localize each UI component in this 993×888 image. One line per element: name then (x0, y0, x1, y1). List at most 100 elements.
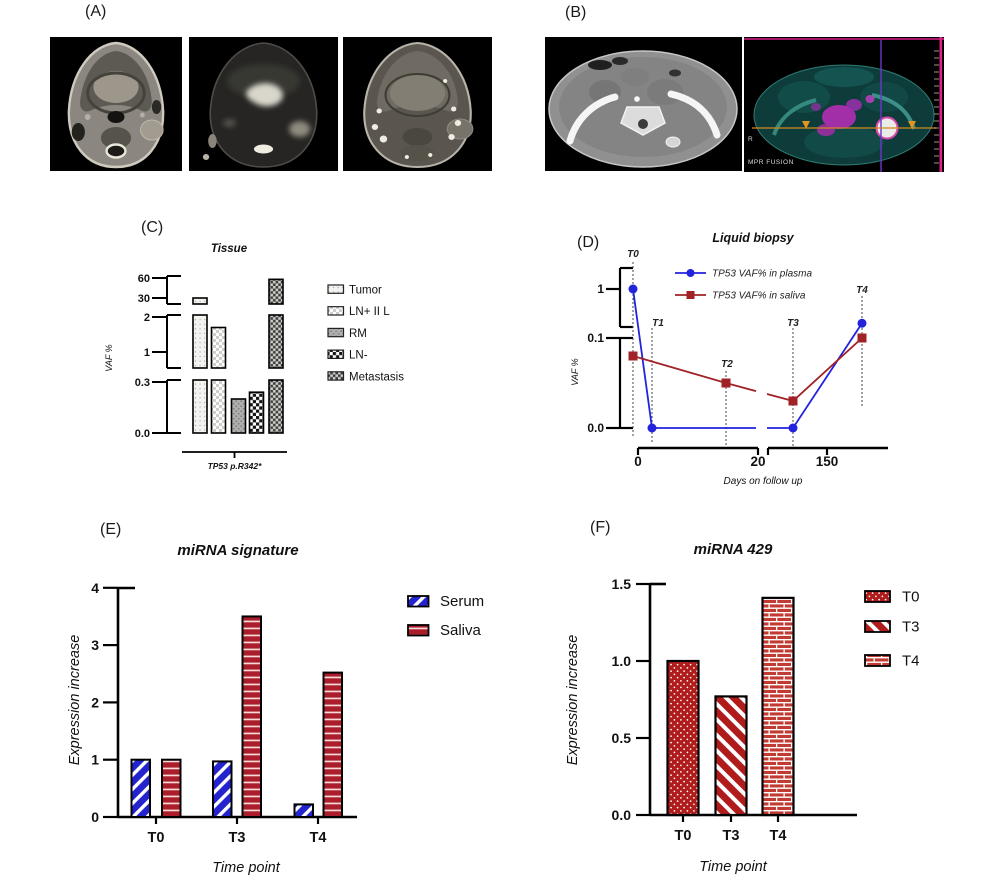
bar-RM (230, 398, 247, 434)
bar-T4 (761, 596, 795, 817)
y-tick-label: 0.0 (135, 428, 150, 440)
mri-t2-image (50, 37, 182, 171)
legend-label-Tumor: Tumor (349, 285, 382, 297)
legend-swatch-Serum (407, 595, 430, 608)
chart-tissue: Tissue VAF % 0.0 0.3 1 2 30 60 TP53 p.R342* Tumor… (104, 243, 404, 471)
timepoint-label-T1: T1 (652, 318, 664, 329)
mri-contrast-image (343, 37, 492, 171)
panel-f-label: (F) (590, 519, 611, 536)
x-tick-T0: T0 (675, 828, 692, 844)
mri-diffusion-image (189, 37, 338, 171)
liquid-biopsy-xlabel: Days on follow up (724, 476, 803, 487)
timepoint-label-T4: T4 (856, 285, 868, 296)
tongue (93, 71, 139, 103)
bar-T0 (666, 659, 700, 817)
legend-swatch-LN- (327, 349, 345, 360)
panel-a-label: (A) (85, 3, 107, 20)
y-tick-label: 3 (91, 637, 99, 653)
liquid-biopsy-title: Liquid biopsy (712, 231, 794, 245)
y-tick-label: 1.0 (612, 653, 632, 669)
mirna-429-title: miRNA 429 (694, 541, 773, 558)
legend-label-LN+ II L: LN+ II L (349, 306, 390, 318)
bowel-gas (588, 60, 612, 70)
marker-arrow-left (802, 121, 810, 129)
bright-lesion (246, 83, 283, 107)
timepoint-label-T2: T2 (721, 359, 733, 370)
marker-T0 (628, 351, 638, 361)
legend-label-Serum: Serum (440, 593, 484, 610)
mirna-signature-ylabel: Expression increase (67, 635, 83, 766)
x-tick-0: 0 (634, 454, 642, 469)
y-tick-label: 0.0 (587, 421, 604, 435)
vertebra (100, 127, 132, 149)
chart-liquid-biopsy: Liquid biopsy VAF % Days on follow up 1 0.1 0… (570, 231, 888, 487)
pet-fusion-image: R MPR FUSION (744, 37, 944, 172)
bar-Serum-T3 (212, 760, 233, 819)
bar-Metastasis (268, 314, 284, 369)
bar-Tumor (192, 379, 208, 434)
legend-swatch-RM (327, 327, 345, 338)
calcification (634, 96, 640, 102)
y-tick-label: 2 (144, 312, 150, 324)
liquid-biopsy-ylabel: VAF % (570, 358, 580, 385)
y-tick-label: 1 (144, 347, 150, 359)
bar-Saliva-T0 (161, 758, 182, 819)
y-tick-label: 0.0 (612, 807, 632, 823)
x-tick-20: 20 (750, 454, 765, 469)
iliac-wing-left (566, 93, 619, 145)
bar-Serum-T4 (293, 803, 314, 818)
series-line-circle (632, 288, 863, 429)
bar-LN+ II L (210, 326, 227, 369)
marker-T4 (857, 318, 867, 328)
panel-e-label: (E) (100, 521, 122, 538)
marker-T0 (628, 284, 638, 294)
marker-T1 (647, 423, 657, 433)
airway (107, 111, 125, 123)
spinal-canal (105, 143, 127, 159)
bar-Saliva-T3 (241, 615, 262, 819)
legend-swatch-T0 (864, 590, 891, 603)
y-tick-label: 30 (138, 293, 150, 305)
x-tick-T4: T4 (770, 828, 787, 844)
spinal-canal (638, 119, 648, 129)
legend-label-LN-: LN- (349, 350, 368, 362)
mirna-signature-title: miRNA signature (177, 542, 298, 559)
bar-T3 (714, 695, 748, 817)
legend-swatch-T4 (864, 654, 891, 667)
marker-T3 (788, 423, 798, 433)
node (446, 118, 474, 140)
x-tick-T0: T0 (148, 830, 165, 846)
timepoint-label-T3: T3 (787, 318, 799, 329)
x-tick-150: 150 (816, 454, 839, 469)
y-tick-label: 4 (91, 580, 99, 596)
legend-swatch-LN+ II L (327, 306, 345, 316)
bar-LN+ II L (210, 379, 227, 434)
legend-label-Saliva: Saliva (440, 622, 482, 639)
legend-label-0: TP53 VAF% in plasma (712, 269, 812, 280)
tissue-xlabel: TP53 p.R342* (208, 461, 263, 471)
timepoint-label-T0: T0 (627, 249, 639, 260)
enhancing-mass (389, 75, 446, 111)
legend-label-T4: T4 (902, 653, 920, 670)
tissue-ylabel: VAF % (104, 344, 114, 371)
y-tick-label: 60 (138, 273, 150, 285)
bar-Tumor (192, 297, 208, 305)
marker-T3 (788, 396, 798, 406)
bone-fragment (665, 136, 681, 148)
legend-swatch-Metastasis (327, 371, 345, 381)
panel-b-label: (B) (565, 4, 587, 21)
orientation-label: R (748, 136, 753, 143)
scale-bar (939, 37, 943, 172)
panel-c-label: (C) (141, 219, 164, 236)
legend-marker (686, 269, 695, 277)
bar-Metastasis (268, 278, 284, 305)
y-tick-label: 1 (91, 752, 99, 768)
series-line-square (632, 337, 863, 402)
legend-label-Metastasis: Metastasis (349, 371, 404, 383)
chart-mirna-429: miRNA 429 Expression increase Time point 0.… (565, 541, 920, 875)
legend-label-RM: RM (349, 328, 367, 340)
y-tick-label: 1.5 (612, 576, 632, 592)
marker-arrow-right (908, 121, 916, 129)
pet-uptake-regions (811, 95, 875, 136)
